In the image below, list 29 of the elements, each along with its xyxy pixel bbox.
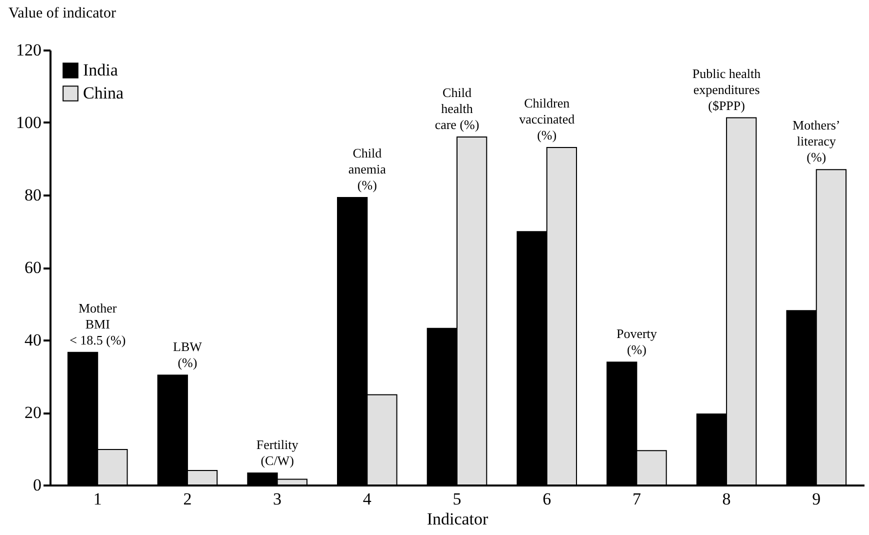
x-tick-label: 1 (93, 490, 102, 508)
legend-label: India (83, 60, 118, 80)
x-tick-label: 6 (542, 490, 552, 508)
y-tick-label: 0 (33, 476, 42, 494)
x-tick-label: 9 (812, 490, 821, 508)
y-tick-label: 40 (24, 330, 42, 350)
annotation: Poverty (%) (616, 326, 658, 358)
annotation: Child anemia (%) (348, 146, 386, 193)
y-tick-label: 20 (24, 403, 42, 422)
x-tick-label: 7 (632, 490, 642, 508)
x-tick-label: 5 (452, 490, 462, 508)
x-tick-label: 3 (273, 490, 282, 508)
annotation: Fertility (C/W) (256, 437, 299, 468)
legend-label: China (83, 84, 124, 102)
annotation: Mothers’ literacy (%) (792, 118, 840, 165)
x-tick-label: 4 (362, 490, 372, 508)
y-tick-label: 100 (16, 113, 42, 132)
x-axis-title: Indicator (426, 510, 489, 528)
x-tick-label: 8 (722, 490, 731, 508)
y-tick-label: 60 (24, 258, 42, 277)
annotation: Child health care (%) (434, 85, 480, 132)
y-axis-title: Value of indicator (8, 6, 116, 22)
y-tick-label: 80 (24, 186, 42, 204)
y-tick-label: 120 (16, 40, 42, 60)
annotation: LBW (%) (173, 339, 203, 370)
annotation: Public health expenditures ($PPP) (692, 66, 762, 113)
annotation: Mother BMI < 18.5 (%) (70, 300, 126, 348)
annotation: Children vaccinated (%) (519, 96, 576, 143)
x-tick-label: 2 (183, 490, 192, 508)
